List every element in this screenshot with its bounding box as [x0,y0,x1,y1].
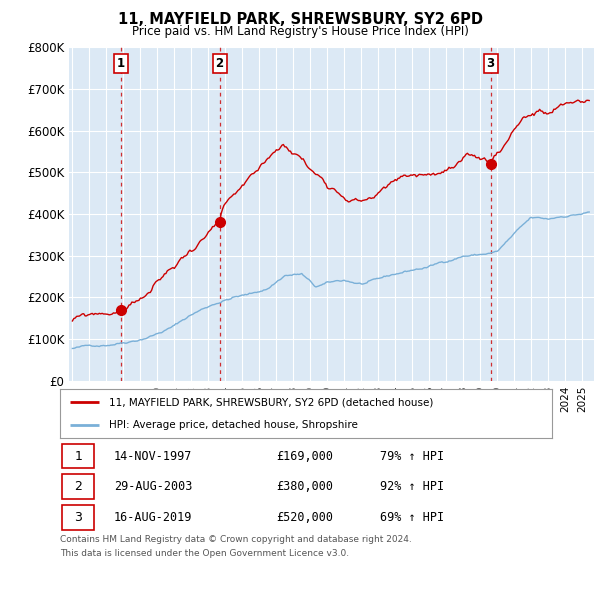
Text: 3: 3 [487,57,495,70]
Text: 79% ↑ HPI: 79% ↑ HPI [380,450,444,463]
Text: Contains HM Land Registry data © Crown copyright and database right 2024.: Contains HM Land Registry data © Crown c… [60,535,412,543]
FancyBboxPatch shape [62,474,94,499]
Text: 16-AUG-2019: 16-AUG-2019 [114,511,193,524]
Text: This data is licensed under the Open Government Licence v3.0.: This data is licensed under the Open Gov… [60,549,349,558]
Text: 1: 1 [74,450,82,463]
Text: 69% ↑ HPI: 69% ↑ HPI [380,511,444,524]
Text: 14-NOV-1997: 14-NOV-1997 [114,450,193,463]
Text: HPI: Average price, detached house, Shropshire: HPI: Average price, detached house, Shro… [109,419,358,430]
Text: 3: 3 [74,511,82,524]
Text: 92% ↑ HPI: 92% ↑ HPI [380,480,444,493]
Text: £520,000: £520,000 [277,511,334,524]
FancyBboxPatch shape [62,505,94,530]
Text: 2: 2 [215,57,224,70]
Text: 11, MAYFIELD PARK, SHREWSBURY, SY2 6PD: 11, MAYFIELD PARK, SHREWSBURY, SY2 6PD [118,12,482,27]
Text: Price paid vs. HM Land Registry's House Price Index (HPI): Price paid vs. HM Land Registry's House … [131,25,469,38]
Text: £169,000: £169,000 [277,450,334,463]
Text: 29-AUG-2003: 29-AUG-2003 [114,480,193,493]
Text: 1: 1 [117,57,125,70]
Text: 11, MAYFIELD PARK, SHREWSBURY, SY2 6PD (detached house): 11, MAYFIELD PARK, SHREWSBURY, SY2 6PD (… [109,398,434,408]
FancyBboxPatch shape [62,444,94,468]
Text: 2: 2 [74,480,82,493]
Text: £380,000: £380,000 [277,480,334,493]
